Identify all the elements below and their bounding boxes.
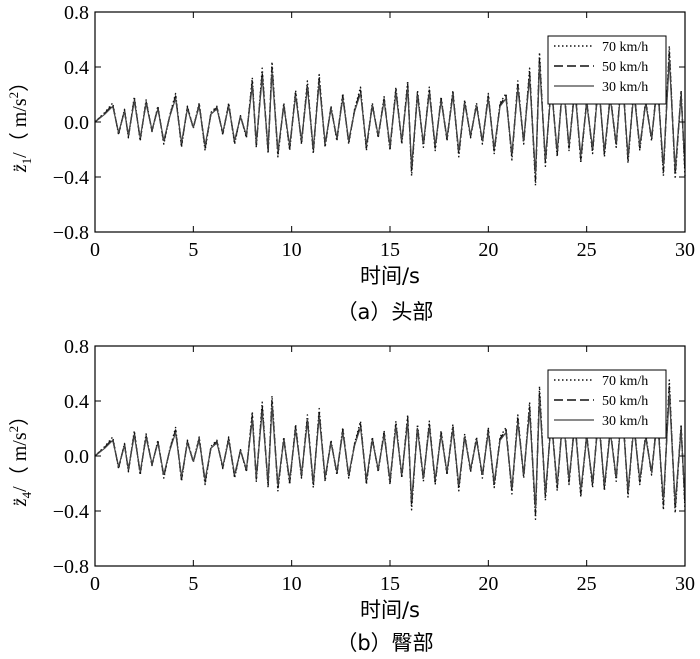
legend-label: 30 km/h	[602, 80, 648, 95]
y-tick-label: −0.4	[53, 501, 89, 523]
legend-label: 70 km/h	[602, 374, 648, 389]
legend-label: 70 km/h	[602, 40, 648, 55]
y-axis-label: z̈1/（ m/s2）	[6, 72, 34, 173]
y-tick-label: 0.4	[64, 57, 89, 79]
y-label-subscript: 1	[19, 158, 34, 165]
x-tick-label: 30	[675, 573, 695, 595]
y-axis-label: z̈4/（ m/s2）	[6, 406, 34, 507]
y-label-unit-close: ）	[8, 406, 31, 426]
chart-panel-b: 0 5 10 15 20 25 30 −0.8 −0.4 0.0 0.4 0.8 70 km/h 50 k…	[6, 336, 695, 655]
x-tick-label: 25	[577, 573, 597, 595]
x-tick-label: 5	[188, 239, 198, 261]
y-label-unit-exponent: 2	[6, 92, 21, 99]
x-tick-label: 10	[282, 573, 302, 595]
legend: 70 km/h 50 km/h 30 km/h	[547, 369, 667, 439]
series-line-30-km-h	[94, 58, 686, 175]
y-label-variable: z̈	[9, 498, 31, 507]
series-line-30-km-h	[94, 392, 686, 509]
y-tick-label: −0.8	[53, 222, 89, 244]
x-axis-label: 时间/s	[360, 598, 420, 622]
panel-caption: （b）臀部	[336, 631, 433, 655]
x-tick-label: 15	[380, 239, 400, 261]
x-tick-label: 15	[380, 573, 400, 595]
x-tick-label: 0	[90, 239, 100, 261]
x-tick-label: 25	[577, 239, 597, 261]
y-label-unit: /（ m/s	[8, 98, 31, 158]
legend-label: 50 km/h	[602, 60, 648, 75]
y-tick-label: 0.4	[64, 391, 89, 413]
x-tick-label: 30	[675, 239, 695, 261]
x-axis-label: 时间/s	[360, 264, 420, 288]
y-tick-label: −0.8	[53, 556, 89, 578]
x-tick-label: 20	[478, 239, 498, 261]
y-label-unit-close: ）	[8, 72, 31, 92]
y-label-variable: z̈	[9, 164, 31, 173]
legend-label: 50 km/h	[602, 394, 648, 409]
panel-caption: （a）头部	[337, 300, 434, 324]
y-tick-label: 0.0	[64, 446, 89, 468]
legend-box	[547, 35, 667, 105]
x-tick-label: 0	[90, 573, 100, 595]
y-label-unit: /（ m/s	[8, 432, 31, 492]
legend-label: 30 km/h	[602, 414, 648, 429]
chart-panel-a: 0 5 10 15 20 25 30 −0.8 −0.4 0.0 0.4 0.8 70 km/h 50 k…	[6, 2, 695, 324]
x-tick-label: 5	[188, 573, 198, 595]
y-tick-label: 0.0	[64, 112, 89, 134]
x-tick-label: 20	[478, 573, 498, 595]
legend: 70 km/h 50 km/h 30 km/h	[547, 35, 667, 105]
y-tick-label: 0.8	[64, 336, 89, 358]
y-label-unit-exponent: 2	[6, 426, 21, 433]
x-tick-label: 10	[282, 239, 302, 261]
y-tick-label: 0.8	[64, 2, 89, 24]
y-tick-label: −0.4	[53, 167, 89, 189]
legend-box	[547, 369, 667, 439]
y-label-subscript: 4	[19, 491, 34, 498]
